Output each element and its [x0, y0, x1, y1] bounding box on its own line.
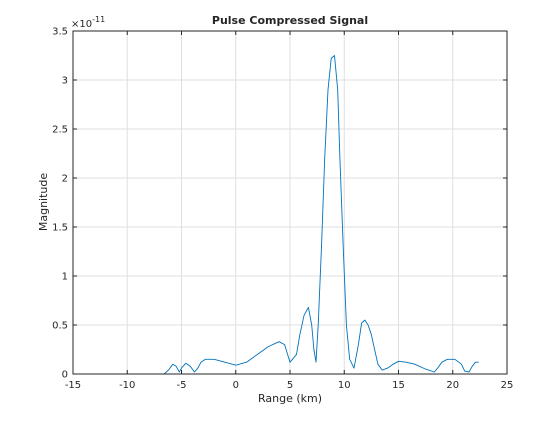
x-axis-label: Range (km)	[258, 392, 322, 405]
x-tick-label: 20	[446, 380, 459, 391]
x-tick-label: 5	[287, 380, 293, 391]
y-tick-label: 0	[62, 370, 68, 381]
x-tick-label: 10	[338, 380, 351, 391]
ticks: -15 -10 -5 0 5 10 15 20 25 0 0.5 1 1.5 2 2.5 3 3.5	[52, 27, 513, 392]
series-line	[73, 55, 479, 375]
y-tick-label: 0.5	[52, 321, 68, 332]
y-tick-label: 2	[62, 174, 68, 185]
y-axis-label: Magnitude	[37, 173, 50, 232]
y-tick-label: 1.5	[52, 223, 68, 234]
x-tick-label: 15	[392, 380, 405, 391]
y-tick-label: 3.5	[52, 27, 68, 38]
y-exponent-base: ×10	[71, 19, 92, 30]
x-tick-label: 0	[233, 380, 239, 391]
x-tick-label: 25	[501, 380, 514, 391]
y-exponent-label: ×10-11	[71, 15, 105, 30]
x-tick-label: -5	[177, 380, 187, 391]
y-tick-label: 3	[62, 76, 68, 87]
axes-box	[72, 30, 508, 375]
y-exponent-power: -11	[92, 15, 105, 24]
y-tick-label: 1	[62, 272, 68, 283]
y-tick-label: 2.5	[52, 125, 68, 136]
x-tick-label: -15	[65, 380, 81, 391]
x-tick-label: -10	[119, 380, 135, 391]
series-group	[73, 55, 479, 375]
chart-title: Pulse Compressed Signal	[212, 14, 368, 27]
